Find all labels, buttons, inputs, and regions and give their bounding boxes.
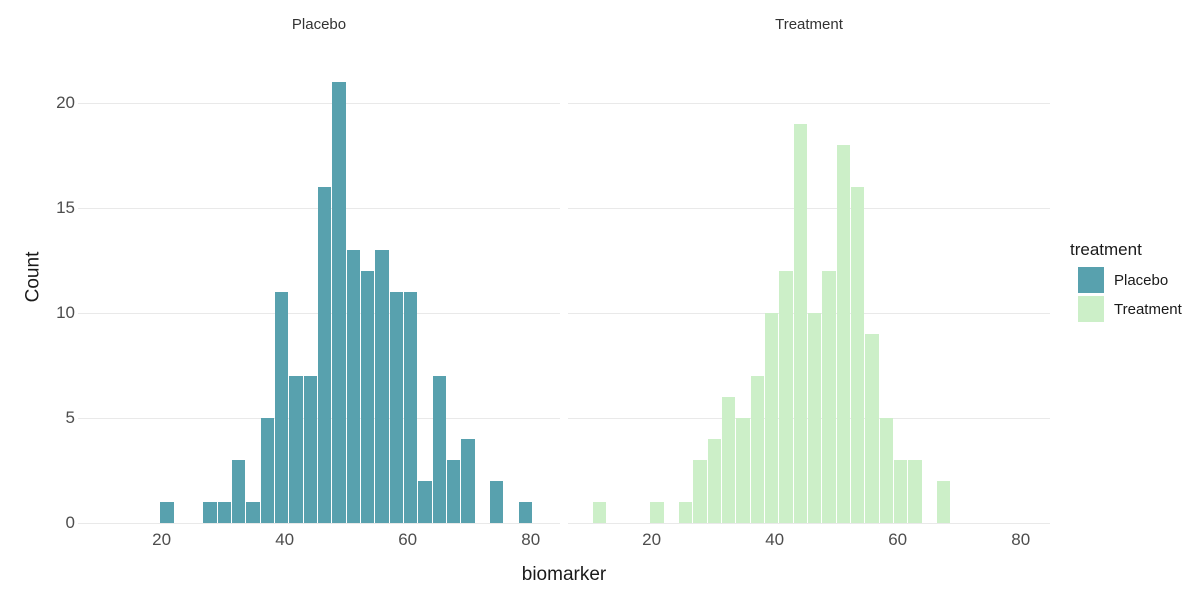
histogram-bar: [908, 460, 922, 523]
x-axis-title: biomarker: [521, 564, 607, 585]
gridline-y-20: [568, 103, 1050, 105]
legend-swatch-placebo: [1078, 267, 1104, 293]
x-tick-label: 60: [398, 530, 418, 549]
gridline-y-0: [568, 523, 1050, 525]
y-tick-label: 0: [65, 513, 75, 532]
gridline-y-0: [78, 523, 560, 525]
histogram-bar: [289, 376, 303, 523]
histogram-bar: [432, 376, 447, 523]
legend-entry-treatment: Treatment: [1078, 296, 1182, 322]
histogram-bar: [808, 313, 822, 523]
histogram-bar: [389, 292, 404, 523]
histogram-bar: [404, 292, 418, 523]
histogram-bar: [851, 187, 865, 523]
facet-title-placebo: Placebo: [291, 16, 347, 33]
y-tick-label: 20: [56, 93, 75, 112]
histogram-bar: [332, 82, 346, 523]
histogram-bar: [779, 271, 793, 523]
histogram-bar: [937, 481, 951, 523]
legend-entry-placebo: Placebo: [1078, 267, 1182, 293]
histogram-bar: [707, 439, 722, 523]
histogram-bar: [217, 502, 232, 523]
histogram-bar: [346, 250, 361, 523]
x-tick-label: 20: [642, 530, 662, 549]
histogram-bar: [793, 124, 808, 523]
histogram-bar: [275, 292, 289, 523]
facet-title-treatment: Treatment: [775, 16, 843, 33]
histogram-bar: [447, 460, 461, 523]
legend: treatment Placebo Treatment: [1070, 240, 1182, 325]
histogram-bar: [693, 460, 707, 523]
histogram-bar: [894, 460, 908, 523]
gridline-y-20: [78, 103, 560, 105]
x-tick-label: 60: [888, 530, 908, 549]
x-tick-label: 20: [152, 530, 172, 549]
x-tick-label: 80: [1011, 530, 1031, 549]
x-tick-label: 80: [521, 530, 541, 549]
y-tick-label: 5: [65, 408, 75, 427]
legend-label-treatment: Treatment: [1114, 300, 1182, 318]
x-tick-label: 40: [765, 530, 785, 549]
histogram-bar: [679, 502, 693, 523]
histogram-bar: [736, 418, 750, 523]
histogram-bar: [822, 271, 836, 523]
histogram-bar: [865, 334, 879, 523]
histogram-bar: [461, 439, 475, 523]
histogram-bar: [722, 397, 736, 523]
histogram-bar: [303, 376, 318, 523]
histogram-bar: [490, 481, 504, 523]
histogram-bar: [160, 502, 174, 523]
legend-title: treatment: [1070, 240, 1142, 259]
histogram-bar: [232, 460, 246, 523]
histogram-bar: [375, 250, 389, 523]
histogram-bar: [765, 313, 779, 523]
histogram-bar: [246, 502, 260, 523]
histogram-bar: [518, 502, 533, 523]
x-tick-label: 40: [275, 530, 295, 549]
histogram-bar: [203, 502, 217, 523]
y-tick-label: 15: [56, 198, 75, 217]
histogram-bar: [361, 271, 375, 523]
histogram-bar: [318, 187, 332, 523]
histogram-bar: [750, 376, 765, 523]
histogram-bar: [650, 502, 664, 523]
legend-label-placebo: Placebo: [1114, 271, 1169, 289]
y-tick-label: 10: [56, 303, 75, 322]
histogram-bar: [593, 502, 607, 523]
histogram-bar: [260, 418, 275, 523]
gridline-y-15: [568, 208, 1050, 210]
histogram-bar: [836, 145, 851, 523]
legend-swatch-treatment: [1078, 296, 1104, 322]
histogram-bar: [879, 418, 894, 523]
panel-placebo: 20 40 60 80: [78, 51, 560, 549]
panel-treatment: 20 40 60 80: [568, 51, 1050, 549]
y-axis-title: Count: [22, 251, 44, 303]
histogram-bar: [418, 481, 432, 523]
